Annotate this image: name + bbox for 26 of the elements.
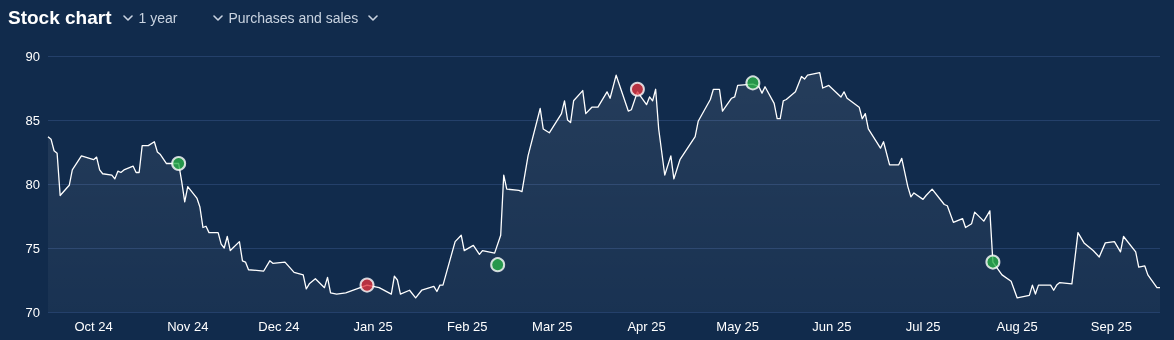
point: [985, 254, 1001, 270]
x-tick-label: Aug 25: [996, 319, 1038, 334]
point: [171, 156, 187, 172]
x-tick-label: Oct 24: [74, 319, 113, 334]
text: Purchases and sales: [228, 10, 359, 26]
x-tick-label: Nov 24: [167, 319, 209, 334]
x-tick-label: Apr 25: [627, 319, 666, 334]
y-tick-label: 75: [25, 240, 40, 256]
y-tick-label: 80: [25, 176, 40, 192]
x-tick-label: Jul 25: [905, 319, 941, 334]
x-tick-label: Mar 25: [532, 319, 573, 334]
point: [359, 277, 375, 293]
text: 1 year: [138, 10, 178, 26]
x-tick-label: May 25: [716, 319, 759, 334]
y-tick-label: 85: [25, 112, 40, 128]
y-tick-label: 90: [25, 48, 40, 64]
point: [490, 257, 506, 273]
x-tick-label: Jan 25: [353, 319, 393, 334]
chart-title: Stock chart: [8, 7, 112, 29]
x-tick-label: Jun 25: [812, 319, 852, 334]
point: [629, 81, 645, 97]
x-tick-label: Sep 25: [1090, 319, 1132, 334]
x-tick-label: Feb 25: [447, 319, 488, 334]
point: [745, 75, 761, 91]
x-tick-label: Dec 24: [258, 319, 300, 334]
y-tick-label: 70: [25, 304, 40, 320]
